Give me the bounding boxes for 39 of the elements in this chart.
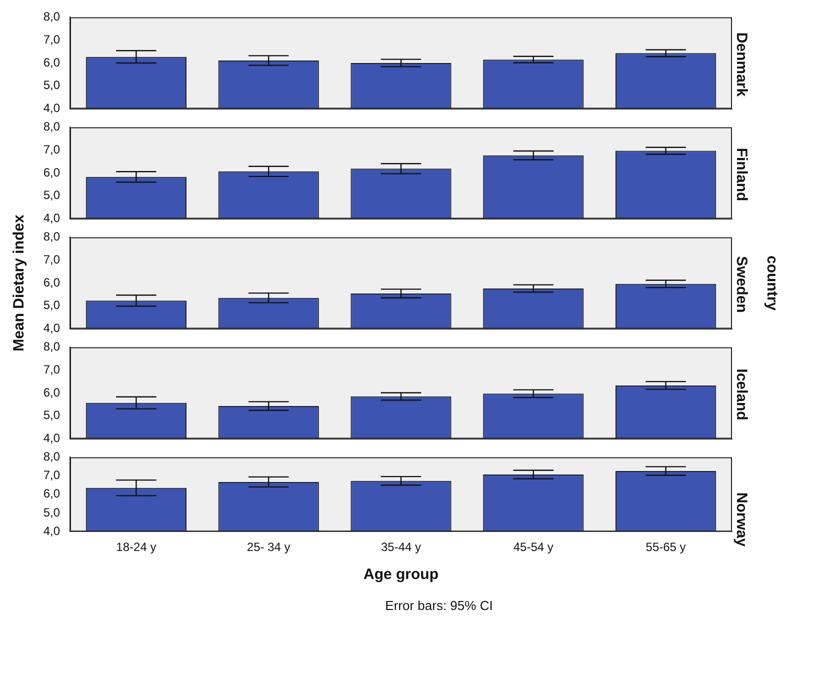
y-tick-label: 7,0 bbox=[43, 252, 60, 266]
y-tick-label: 5,0 bbox=[43, 78, 60, 92]
y-tick-label: 7,0 bbox=[43, 32, 60, 46]
y-tick-label: 6,0 bbox=[43, 385, 60, 400]
y-tick-label: 7,0 bbox=[43, 468, 60, 482]
text: Denmark bbox=[732, 32, 750, 98]
y-tick-label: 8,0 bbox=[43, 120, 60, 134]
y-tick-label: 8,0 bbox=[43, 230, 60, 244]
y-tick-label: 5,0 bbox=[43, 505, 60, 520]
y-tick-label: 7,0 bbox=[43, 142, 60, 156]
x-tick-label: 45-54 y bbox=[513, 540, 554, 554]
legend-title: country bbox=[764, 255, 780, 311]
y-tick-label: 5,0 bbox=[43, 188, 60, 202]
text: Iceland bbox=[732, 368, 750, 420]
y-tick-label: 5,0 bbox=[43, 298, 60, 312]
y-tick-label: 4,0 bbox=[43, 431, 60, 446]
x-tick-label: 55-65 y bbox=[646, 540, 686, 554]
y-tick-label: 4,0 bbox=[43, 321, 60, 336]
y-tick-label: 6,0 bbox=[43, 55, 60, 70]
y-tick-label: 4,0 bbox=[43, 101, 60, 116]
x-axis-title: Age group bbox=[364, 566, 438, 584]
text: Norway bbox=[732, 492, 750, 548]
y-tick-label: 8,0 bbox=[43, 10, 60, 24]
y-tick-label: 8,0 bbox=[43, 340, 60, 354]
y-tick-label: 6,0 bbox=[43, 165, 60, 180]
y-tick-label: 4,0 bbox=[43, 211, 60, 226]
y-tick-label: 8,0 bbox=[43, 450, 60, 464]
y-tick-label: 4,0 bbox=[43, 524, 60, 538]
y-tick-label: 6,0 bbox=[43, 486, 60, 501]
text: Error bars: 95% CI bbox=[384, 598, 494, 613]
y-axis-title: Mean Dietary index bbox=[10, 214, 28, 352]
y-tick-label: 5,0 bbox=[43, 408, 60, 422]
y-tick-label: 6,0 bbox=[43, 275, 60, 290]
x-tick-label: 35-44 y bbox=[380, 540, 422, 554]
y-tick-label: 7,0 bbox=[43, 362, 60, 376]
text: Sweden bbox=[732, 256, 750, 313]
text: Finland bbox=[732, 148, 750, 202]
x-tick-label: 25- 34 y bbox=[246, 540, 290, 554]
x-tick-label: 18-24 y bbox=[116, 540, 156, 554]
